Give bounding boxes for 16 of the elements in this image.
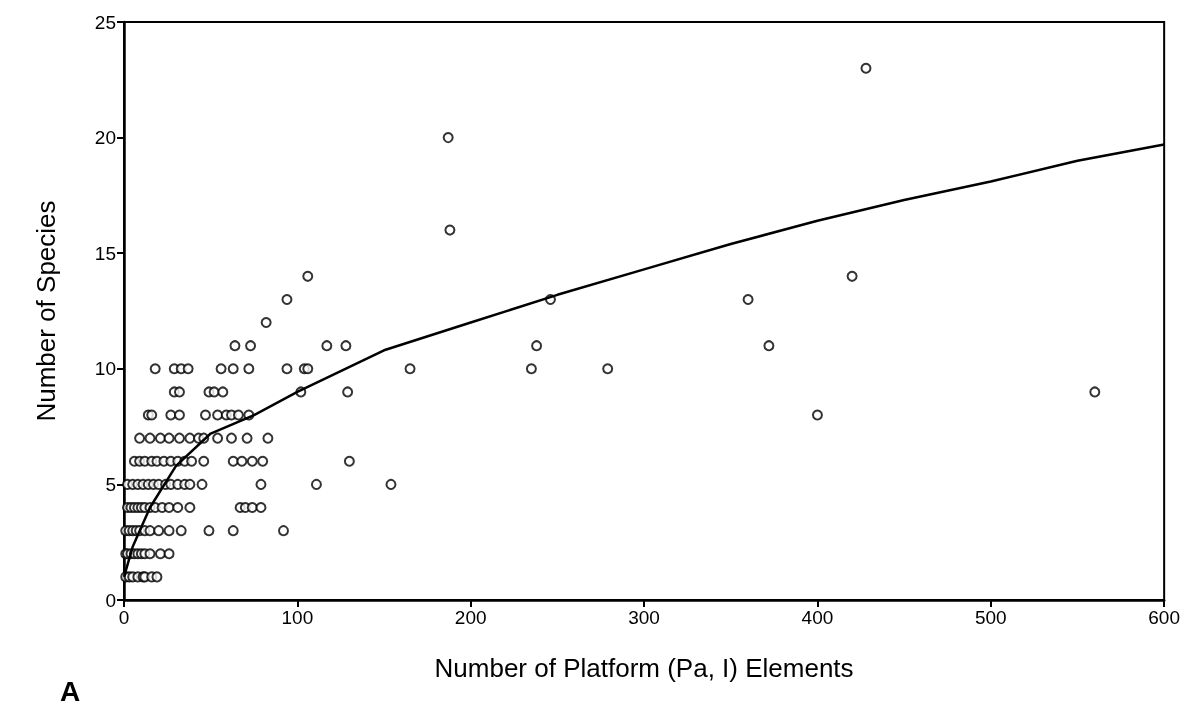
text: A: [60, 676, 81, 708]
x-tick-label: 0: [118, 607, 130, 628]
y-tick-label: 0: [105, 589, 116, 611]
x-tick-label: 500: [974, 607, 1007, 628]
x-tick-label: 600: [1148, 607, 1180, 628]
y-tick-label: 5: [105, 473, 116, 495]
x-tick-label: 100: [281, 607, 314, 628]
y-tick-label: 25: [94, 11, 116, 33]
x-tick-label: 200: [454, 607, 487, 628]
x-axis-title: Number of Platform (Pa, I) Elements: [434, 653, 854, 683]
y-tick-label: 15: [94, 242, 116, 264]
x-tick-label: 300: [628, 607, 660, 628]
y-tick-label: 10: [94, 358, 116, 380]
x-tick-label: 400: [801, 607, 834, 628]
y-tick-label: 20: [94, 127, 116, 149]
y-axis-title: Number of Species: [31, 200, 61, 422]
